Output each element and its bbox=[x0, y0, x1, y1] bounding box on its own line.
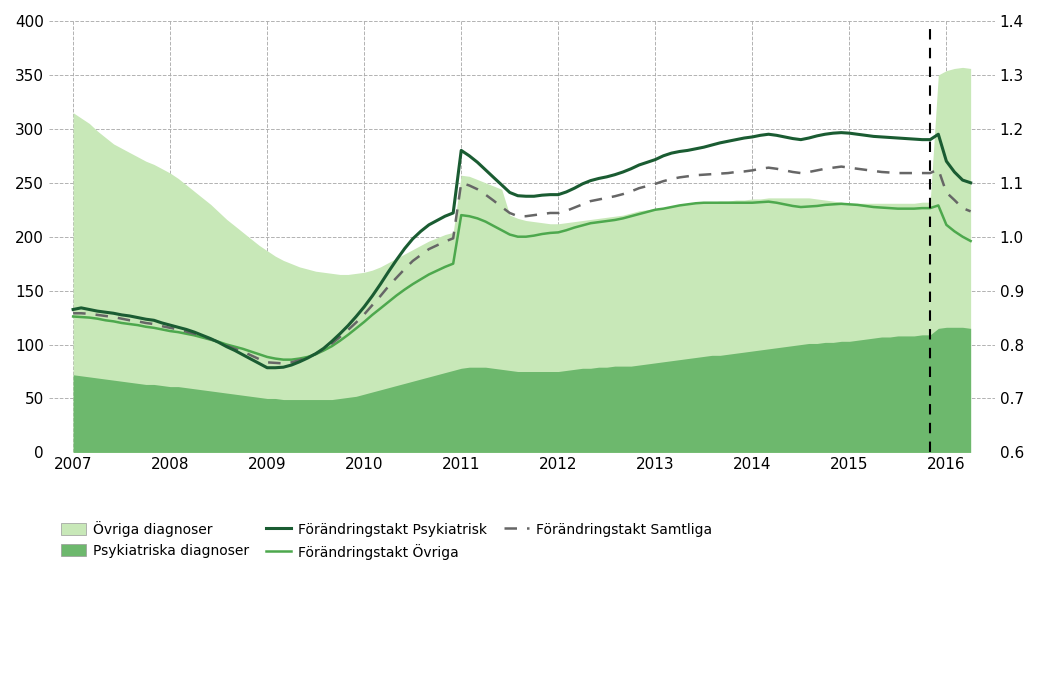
Legend: Övriga diagnoser, Psykiatriska diagnoser, Förändringstakt Psykiatrisk, Förändrin: Övriga diagnoser, Psykiatriska diagnoser… bbox=[56, 516, 717, 565]
